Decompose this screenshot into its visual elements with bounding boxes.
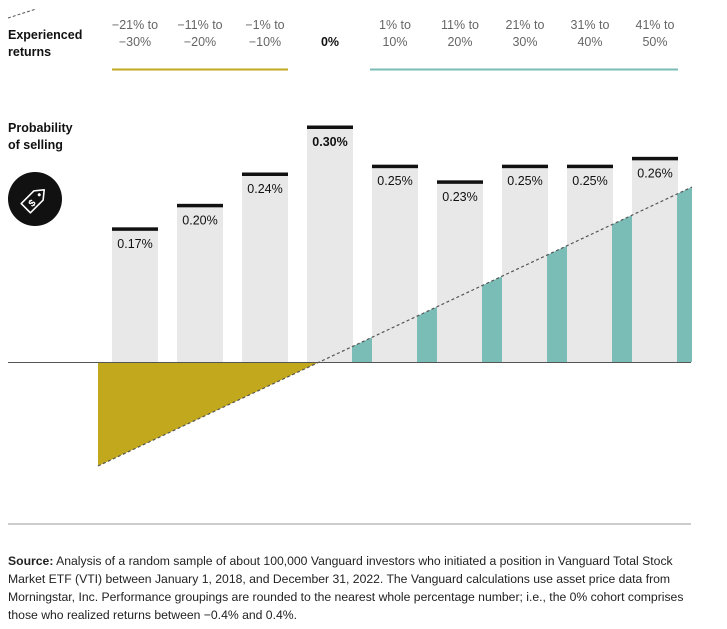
category-label: −11% to [177,18,222,32]
value-label: 0.23% [442,190,477,204]
bar [567,166,613,362]
category-label: 40% [577,35,602,49]
category-label: 20% [447,35,472,49]
bar-cap [372,164,418,169]
category-label: 10% [382,35,407,49]
value-label: 0.30% [312,135,347,149]
category-label: 1% to [379,18,411,32]
positive-returns-segment [612,215,632,362]
value-label: 0.20% [182,213,217,227]
probability-label-2: of selling [8,138,63,152]
bar-chart: Experienced returns Probability of selli… [7,8,693,525]
bar [112,228,158,362]
source-note: Source: Analysis of a random sample of a… [8,552,698,624]
bar [372,166,418,362]
category-label: 31% to [571,18,610,32]
experienced-returns-label-1: Experienced [8,28,82,42]
category-label: −1% to [245,18,284,32]
positive-returns-segment [547,245,567,362]
bar-cap [632,156,678,161]
positive-returns-underline [370,68,678,71]
value-label: 0.26% [637,166,672,180]
dashed-line-icon [7,8,37,19]
value-label: 0.25% [377,174,412,188]
category-label: −30% [119,35,151,49]
bar-cap [242,172,288,176]
bar-cap [177,203,223,208]
value-label: 0.24% [247,182,282,196]
category-label: 0% [321,35,339,49]
category-label: 50% [642,35,667,49]
price-tag-dollar-icon: $ [8,172,62,226]
bar-cap [502,164,548,169]
value-label: 0.25% [572,174,607,188]
category-label: 41% to [636,18,675,32]
category-label: −21% to [112,18,158,32]
source-label: Source: [8,554,54,568]
probability-label-1: Probability [8,121,73,135]
source-text: Analysis of a random sample of about 100… [8,554,684,622]
bar-cap [567,164,613,169]
bar-cap [112,227,158,231]
category-label: 21% to [506,18,545,32]
bar [502,166,548,362]
negative-returns-underline [112,68,288,71]
positive-returns-segment [352,337,372,362]
experienced-returns-label-2: returns [8,45,51,59]
category-label: −20% [184,35,216,49]
category-label: 11% to [441,18,479,32]
bar [437,181,483,362]
positive-returns-segment [482,276,502,362]
bar [177,205,223,362]
category-label: 30% [512,35,537,49]
value-label: 0.25% [507,174,542,188]
trend-line [97,186,693,467]
category-label: −10% [249,35,281,49]
bar-cap [307,125,353,129]
bar [242,174,288,362]
bar [632,158,678,362]
positive-returns-segment [677,187,692,362]
value-label: 0.17% [117,237,152,251]
bar-cap [437,180,483,184]
positive-returns-segment [417,306,437,362]
bar [307,127,353,362]
